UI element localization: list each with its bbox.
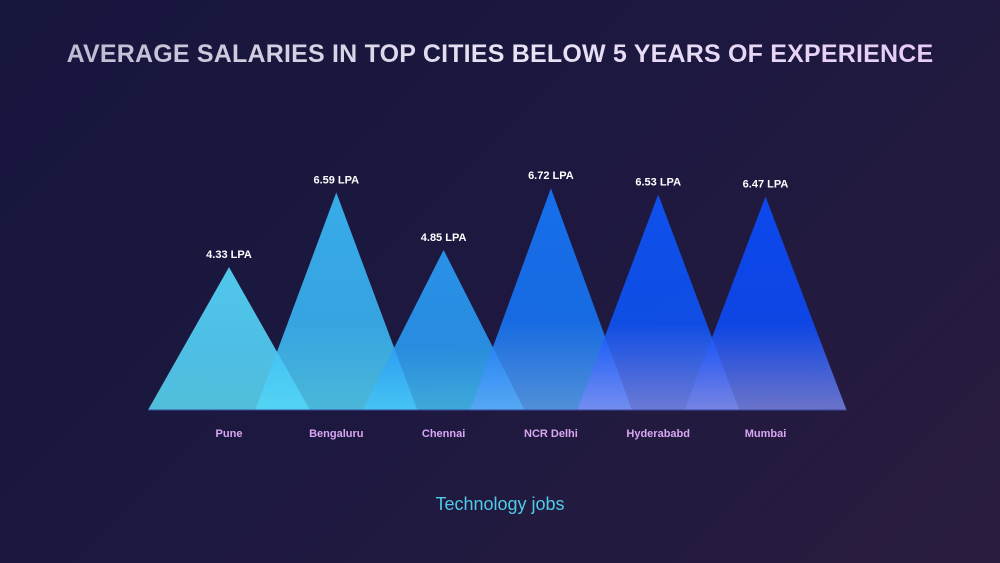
- value-label: 6.47 LPA: [743, 178, 789, 190]
- category-label: Pune: [216, 428, 243, 440]
- value-label: 6.53 LPA: [635, 177, 681, 189]
- triangle-hyderababd: [577, 194, 740, 410]
- chart-subtitle: Technology jobs: [435, 494, 565, 514]
- triangle-bengaluru: [255, 192, 418, 410]
- chart-title: AVERAGE SALARIES IN TOP CITIES BELOW 5 Y…: [0, 40, 1000, 69]
- value-label: 6.72 LPA: [528, 170, 574, 182]
- triangle-chennai: [362, 249, 525, 410]
- category-label: NCR Delhi: [524, 428, 578, 440]
- value-label: 4.33 LPA: [206, 249, 252, 261]
- value-label: 4.85 LPA: [421, 232, 467, 244]
- triangle-ncr-delhi: [469, 188, 632, 410]
- triangle-mumbai: [684, 196, 847, 410]
- category-label: Bengaluru: [309, 428, 363, 440]
- category-label: Mumbai: [745, 428, 787, 440]
- category-label: Chennai: [422, 428, 465, 440]
- value-label: 6.59 LPA: [313, 175, 359, 187]
- category-label: Hyderababd: [626, 428, 690, 440]
